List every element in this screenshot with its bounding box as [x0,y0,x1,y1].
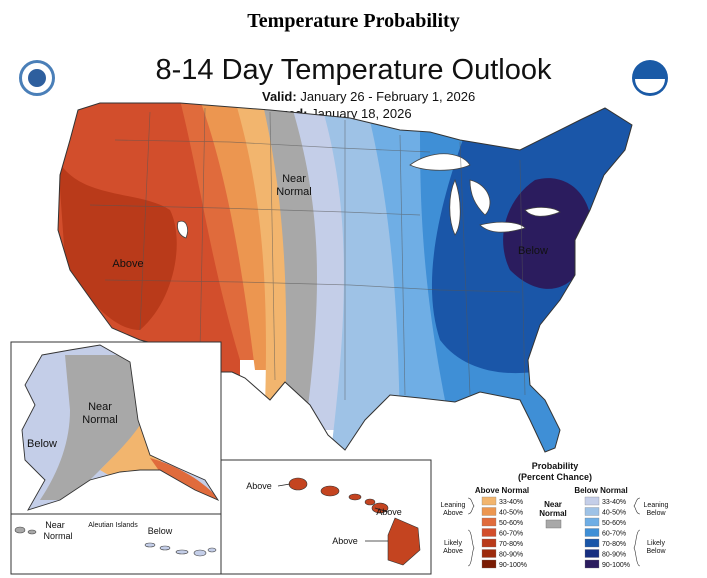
legend-range-above-0: 33-40% [499,499,523,506]
legend-above-header: Above Normal [475,486,529,495]
doc-seal-icon [19,60,55,96]
legend-likely-above-1: Likely [444,540,462,547]
legend-swatch-below-3 [584,528,600,537]
state-boundaries [89,107,526,400]
legend-range-below-1: 40-50% [602,510,626,517]
conus-above-label: Above [112,258,143,270]
legend-range-below-6: 90-100% [602,562,630,569]
legend-swatch-below-5 [584,549,600,558]
legend-above-rows: 33-40% 40-50% 50-60% 60-70% 70-80% 80-90% 90-1… [481,496,527,569]
legend-range-above-4: 70-80% [499,541,523,548]
legend-leaning-above-1: Leaning [441,502,466,509]
legend-swatch-above-6 [481,559,497,569]
legend-swatch-below-6 [584,559,600,569]
hawaii-above-label-3: Above [332,536,358,546]
legend-leaning-below-1: Leaning [644,502,669,509]
legend-below-rows: 33-40% 40-50% 50-60% 60-70% 70-80% 80-90% 90-1… [584,496,630,569]
legend-swatch-above-0 [481,496,497,506]
hawaii-above-label-1: Above [246,481,272,491]
legend-leaning-below-2: Below [646,510,666,517]
legend-brace-leaning-above [467,497,475,515]
legend-swatch-above-3 [481,528,497,537]
legend-likely-above-2: Above [443,548,463,555]
legend-brace-likely-above [467,529,475,567]
aleutian-near-label-1: Near [45,520,65,530]
great-salt-lake [177,220,188,239]
legend-leaning-above-2: Above [443,510,463,517]
legend-near-swatch [545,519,562,529]
legend-likely-below-2: Below [646,548,666,555]
alaska-near-label-1: Near [88,401,112,413]
legend-range-above-2: 50-60% [499,520,523,527]
hawaii-leader-1 [277,483,291,487]
legend-range-above-5: 80-90% [499,552,523,559]
legend-brace-likely-below [633,529,641,567]
legend-range-above-6: 90-100% [499,562,527,569]
conus-near-label-2: Normal [276,186,311,198]
alaska-outline [21,344,220,511]
valid-line: Valid: January 26 - February 1, 2026 [262,89,475,104]
legend-likely-below-1: Likely [647,540,665,547]
great-lakes [409,153,561,236]
aleutian-near-label-2: Normal [43,531,72,541]
legend-range-above-1: 40-50% [499,510,523,517]
aleutian-below-label: Below [148,526,173,536]
alaska-below-label: Below [27,438,57,450]
legend-range-below-2: 50-60% [602,520,626,527]
valid-label: Valid: [262,89,297,104]
legend-swatch-below-1 [584,507,600,516]
legend-subtitle: (Percent Chance) [518,472,592,482]
conus-near-label-1: Near [282,173,306,185]
aleutian-inset-frame [10,513,222,575]
legend-range-above-3: 60-70% [499,531,523,538]
legend-brace-leaning-below [633,497,641,515]
conus-below-label: Below [518,245,548,257]
aleutian-islands-shape [14,526,217,557]
legend-near-label-1: Near [544,500,562,509]
legend-swatch-above-5 [481,549,497,558]
aleutian-islands-label: Aleutian Islands [88,522,138,529]
page-title: Temperature Probability [247,10,460,32]
legend-swatch-above-1 [481,507,497,516]
legend-swatch-below-2 [584,517,600,527]
alaska-near-label-2: Normal [82,414,117,426]
legend-swatch-above-2 [481,517,497,527]
legend-range-below-4: 70-80% [602,541,626,548]
legend-title: Probability [532,461,579,471]
noaa-logo-icon [632,60,668,96]
legend-swatch-below-4 [584,538,600,548]
legend-swatch-above-4 [481,538,497,548]
legend-swatch-below-0 [584,496,600,506]
legend-below-header: Below Normal [574,486,627,495]
legend-range-below-5: 80-90% [602,552,626,559]
hawaii-leader-2 [374,507,389,513]
legend: Probability (Percent Chance) Above Norma… [432,456,702,574]
valid-value: January 26 - February 1, 2026 [300,89,476,104]
legend-range-below-0: 33-40% [602,499,626,506]
legend-range-below-3: 60-70% [602,531,626,538]
hawaii-above-label-2: Above [376,507,402,517]
map-title: 8-14 Day Temperature Outlook [155,54,552,86]
legend-near-label-2: Normal [539,509,567,518]
